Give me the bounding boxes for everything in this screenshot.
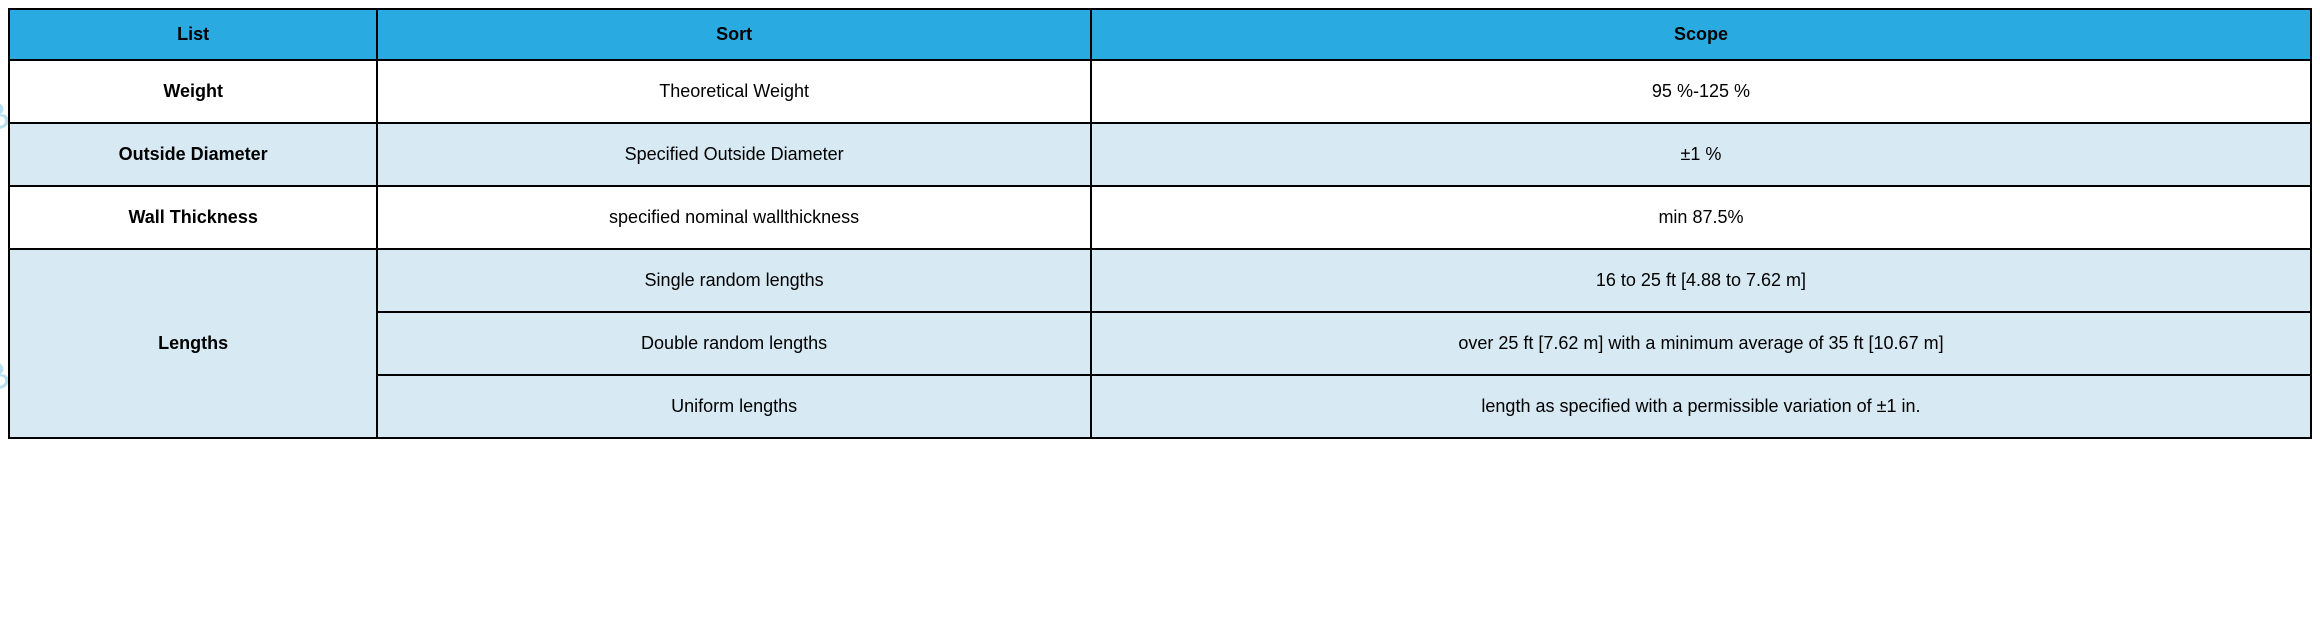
cell-list: Weight bbox=[9, 60, 377, 123]
cell-list-lengths: Lengths bbox=[9, 249, 377, 438]
cell-scope: length as specified with a permissible v… bbox=[1091, 375, 2311, 438]
cell-sort: Specified Outside Diameter bbox=[377, 123, 1091, 186]
cell-scope: min 87.5% bbox=[1091, 186, 2311, 249]
cell-sort: Single random lengths bbox=[377, 249, 1091, 312]
cell-list: Wall Thickness bbox=[9, 186, 377, 249]
col-header-scope: Scope bbox=[1091, 9, 2311, 60]
col-header-sort: Sort bbox=[377, 9, 1091, 60]
spec-table: List Sort Scope Weight Theoretical Weigh… bbox=[8, 8, 2312, 439]
cell-scope: 16 to 25 ft [4.88 to 7.62 m] bbox=[1091, 249, 2311, 312]
table-row: Outside Diameter Specified Outside Diame… bbox=[9, 123, 2311, 186]
table-row: Weight Theoretical Weight 95 %-125 % bbox=[9, 60, 2311, 123]
cell-scope: over 25 ft [7.62 m] with a minimum avera… bbox=[1091, 312, 2311, 375]
table-row: Wall Thickness specified nominal wallthi… bbox=[9, 186, 2311, 249]
cell-sort: Uniform lengths bbox=[377, 375, 1091, 438]
cell-sort: Theoretical Weight bbox=[377, 60, 1091, 123]
cell-list: Outside Diameter bbox=[9, 123, 377, 186]
col-header-list: List bbox=[9, 9, 377, 60]
cell-sort: specified nominal wallthickness bbox=[377, 186, 1091, 249]
cell-scope: 95 %-125 % bbox=[1091, 60, 2311, 123]
table-row: Lengths Single random lengths 16 to 25 f… bbox=[9, 249, 2311, 312]
cell-sort: Double random lengths bbox=[377, 312, 1091, 375]
table-header-row: List Sort Scope bbox=[9, 9, 2311, 60]
cell-scope: ±1 % bbox=[1091, 123, 2311, 186]
